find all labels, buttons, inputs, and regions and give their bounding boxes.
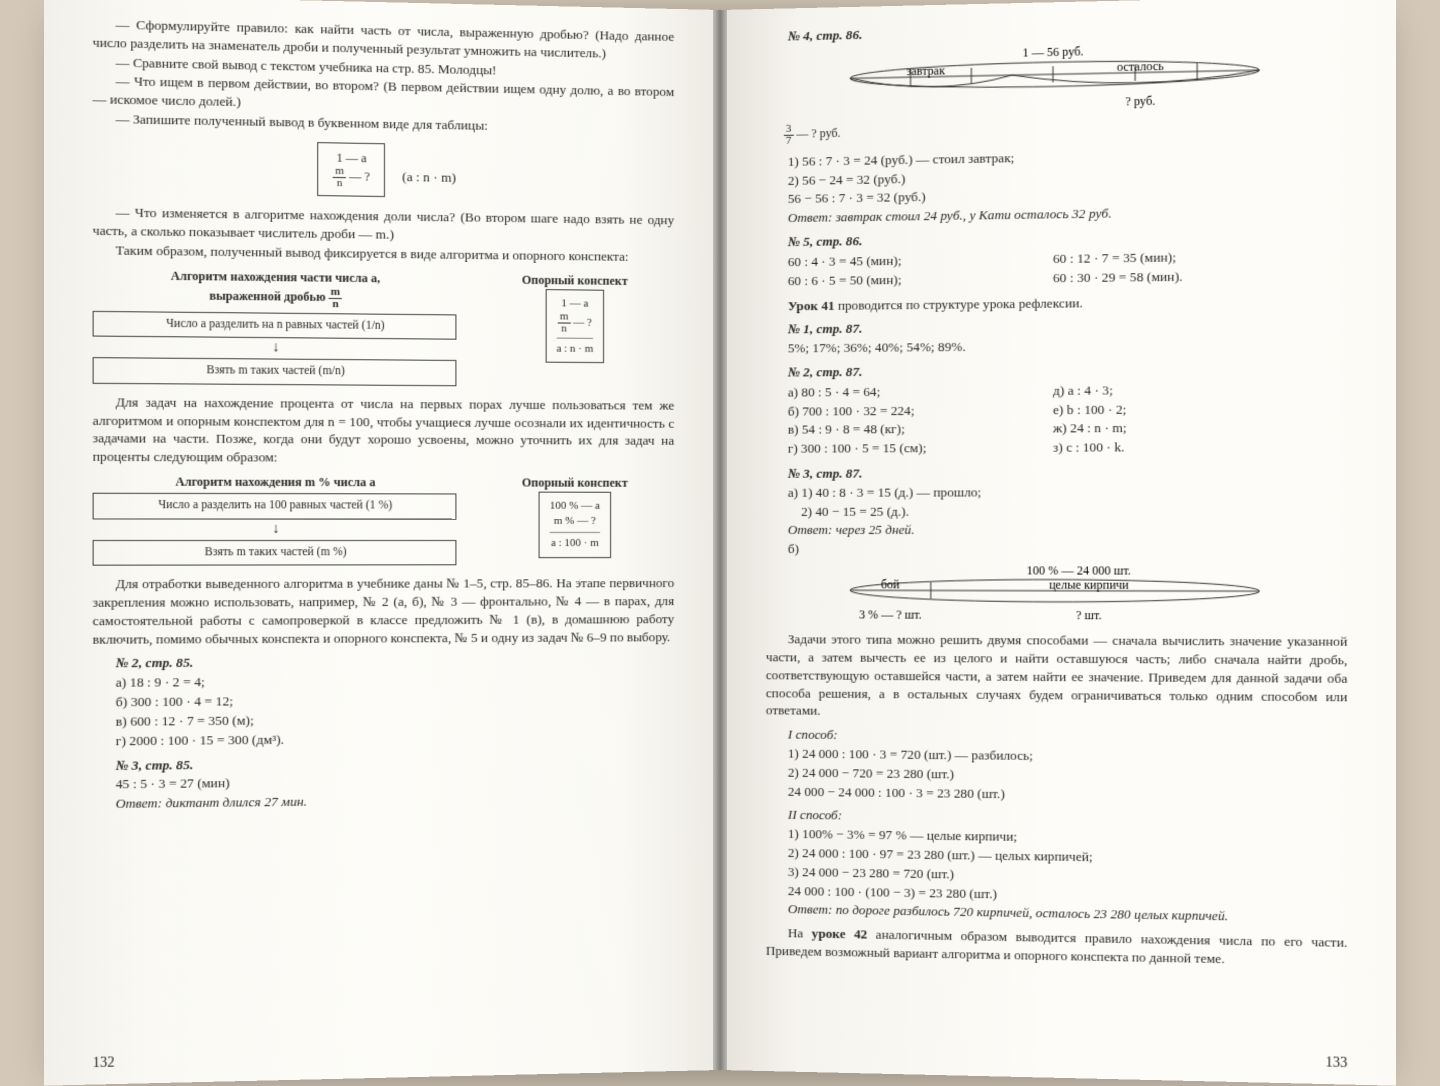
- book-spine: [713, 10, 727, 1070]
- scheme-top-label: 1 — 56 руб.: [1022, 44, 1083, 60]
- denominator: n: [329, 299, 343, 310]
- text: выраженной дробью: [209, 288, 328, 304]
- scheme-diagram: 100 % — 24 000 шт. бой целые кирпичи 3 %…: [835, 562, 1275, 626]
- paragraph: Для задач на нахождение процента от числ…: [93, 393, 675, 468]
- text: a : 100 · m: [550, 536, 600, 551]
- algo-step: Число a разделить на n равных частей (1/…: [93, 311, 457, 340]
- problem-line: б) 700 : 100 · 32 = 224;: [766, 401, 1053, 421]
- scheme-label: 3 % — ? шт.: [859, 607, 921, 621]
- algorithm-block-a: Алгоритм нахождения части числа a, выраж…: [93, 265, 675, 390]
- problem-line: г) 300 : 100 · 5 = 15 (см);: [766, 439, 1053, 458]
- page-right: № 4, стр. 86. 1 — 56 руб. завтрак остало…: [720, 0, 1396, 1086]
- scheme-label: осталось: [1117, 59, 1164, 74]
- page-number: 132: [93, 1054, 115, 1074]
- problem-line: 60 : 4 · 3 = 45 (мин);: [766, 250, 1053, 271]
- problem-line: г) 2000 : 100 · 15 = 300 (дм³).: [93, 727, 675, 750]
- text: 1 — a: [336, 150, 366, 165]
- problem-line: 60 : 12 · 7 = 35 (мин);: [1053, 246, 1347, 268]
- formula-row: 1 — a mn — ? (a : n · m): [93, 134, 675, 205]
- text: 100 % — a: [550, 499, 600, 514]
- lesson-note: Урок 41 Урок 41 проводится по структуре …: [766, 291, 1348, 315]
- problem-line: 60 : 30 · 29 = 58 (мин).: [1053, 265, 1347, 287]
- paragraph: Для отработки выведенного алгоритма в уч…: [93, 574, 675, 648]
- scheme-label: завтрак: [907, 63, 946, 78]
- problem-line: ж) 24 : n · m;: [1053, 418, 1347, 438]
- scheme-top-label: 100 % — 24 000 шт.: [1027, 563, 1131, 577]
- book-spread: — Сформулируйте правило: как найти часть…: [60, 10, 1380, 1070]
- algo-title: Алгоритм нахождения m % числа a: [93, 473, 457, 490]
- text: — ?: [346, 169, 370, 184]
- formula-box: 1 — a mn — ?: [318, 142, 386, 197]
- problem-line: а) 18 : 9 · 2 = 4;: [93, 671, 675, 693]
- two-column: а) 80 : 5 · 4 = 64; б) 700 : 100 · 32 = …: [766, 378, 1348, 458]
- answer: Ответ: через 25 дней.: [766, 521, 1348, 539]
- problem-line: 5%; 17%; 36%; 40%; 54%; 89%.: [766, 335, 1348, 358]
- problem-heading: № 2, стр. 85.: [93, 652, 675, 673]
- algo-title: выраженной дробью mn: [93, 284, 457, 311]
- problem-line: а) 80 : 5 · 4 = 64;: [766, 381, 1053, 401]
- numerator: m: [558, 311, 571, 323]
- lesson-note: На уроке 42 аналогичным образом выводитс…: [766, 924, 1348, 970]
- scheme-label: ? шт.: [1076, 608, 1102, 622]
- scheme-diagram: 1 — 56 руб. завтрак осталось ? руб.: [835, 39, 1275, 119]
- problem-line: а) 1) 40 : 8 · 3 = 15 (д.) — прошло;: [766, 482, 1348, 501]
- scheme-label: бой: [881, 577, 900, 591]
- problem-line: 60 : 6 · 5 = 50 (мин);: [766, 269, 1053, 290]
- denominator: n: [333, 178, 346, 189]
- two-column: 60 : 4 · 3 = 45 (мин); 60 : 6 · 5 = 50 (…: [766, 245, 1348, 291]
- denominator: 7: [784, 136, 794, 147]
- text: a : n · m: [556, 341, 593, 356]
- denominator: n: [558, 323, 571, 334]
- algo-step: Взять m таких частей (m %): [93, 540, 457, 566]
- problem-line: е) b : 100 · 2;: [1053, 399, 1347, 419]
- scheme-label: ? руб.: [1125, 93, 1155, 108]
- scheme-label: целые кирпичи: [1049, 578, 1129, 592]
- konspekt-title: Опорный конспект: [475, 271, 674, 290]
- algorithm-block-b: Алгоритм нахождения m % числа a Число a …: [93, 472, 675, 569]
- paragraph: Задачи этого типа можно решить двумя спо…: [766, 630, 1348, 724]
- konspekt-box: 1 — a mn — ? a : n · m: [545, 289, 604, 364]
- problem-line: б): [766, 540, 1348, 558]
- text: — ?: [570, 316, 592, 328]
- problem-line: 2) 40 − 15 = 25 (д.).: [766, 502, 1348, 521]
- konspekt-title: Опорный конспект: [475, 474, 674, 491]
- konspekt-box: 100 % — a m % — ? a : 100 · m: [539, 492, 611, 558]
- problem-line: д) a : 4 · 3;: [1053, 379, 1347, 399]
- text: m % — ?: [550, 514, 600, 529]
- problem-line: в) 54 : 9 · 8 = 48 (кг);: [766, 420, 1053, 439]
- text: — ? руб.: [793, 126, 840, 141]
- problem-heading: № 3, стр. 87.: [766, 463, 1348, 483]
- page-number: 133: [1325, 1054, 1347, 1074]
- problem-line: з) c : 100 · k.: [1053, 437, 1347, 456]
- scheme-bottom-left: 37 — ? руб.: [784, 113, 1348, 146]
- algo-step: Взять m таких частей (m/n): [93, 357, 457, 386]
- numerator: m: [329, 286, 343, 298]
- arrow-down-icon: ↓: [93, 522, 457, 536]
- page-left: — Сформулируйте правило: как найти часть…: [44, 0, 720, 1086]
- algo-step: Число a разделить на 100 равных частей (…: [93, 493, 457, 520]
- arrow-down-icon: ↓: [93, 340, 457, 357]
- text: 1 — a: [556, 296, 593, 311]
- formula-side: (a : n · m): [402, 169, 456, 185]
- paragraph: — Что изменяется в алгоритме нахождения …: [93, 203, 675, 247]
